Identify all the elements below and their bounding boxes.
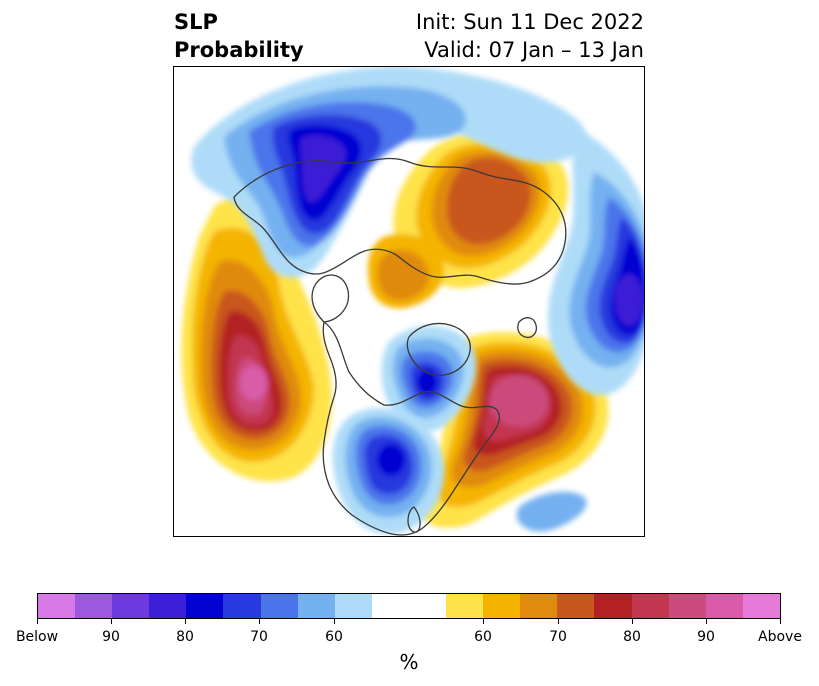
swatch-neutral bbox=[371, 594, 447, 618]
colorbar-label-below-90: 90 bbox=[102, 629, 120, 645]
east-asia-low bbox=[548, 127, 644, 396]
map-title: SLP Probability bbox=[174, 8, 304, 64]
colorbar-tick bbox=[706, 619, 707, 624]
colorbar-label-below: Below bbox=[15, 629, 59, 645]
colorbar-label-above-70: 70 bbox=[549, 629, 567, 645]
init-date: Init: Sun 11 Dec 2022 bbox=[415, 10, 644, 34]
title-variable: SLP bbox=[174, 10, 218, 34]
colorbar-tick bbox=[483, 619, 484, 624]
colorbar-label-below-70: 70 bbox=[250, 629, 268, 645]
swatch-below-80 bbox=[149, 594, 187, 618]
swatch-below-60 bbox=[297, 594, 335, 618]
swatch-above-90 bbox=[705, 594, 743, 618]
swatch-below-85 bbox=[112, 594, 150, 618]
colorbar-label-above: Above bbox=[758, 629, 802, 645]
colorbar-tick bbox=[111, 619, 112, 624]
colorbar-tick bbox=[632, 619, 633, 624]
eastern-us-low bbox=[332, 408, 445, 535]
swatch-above-85 bbox=[668, 594, 706, 618]
colorbar-label-below-80: 80 bbox=[176, 629, 194, 645]
colorbar-label-below-60: 60 bbox=[325, 629, 343, 645]
swatch-below-65 bbox=[260, 594, 298, 618]
colorbar-tick bbox=[259, 619, 260, 624]
swatch-below-70 bbox=[223, 594, 261, 618]
arctic-siberia-high bbox=[367, 131, 569, 309]
colorbar-label-above-60: 60 bbox=[474, 629, 492, 645]
swatch-below-55 bbox=[334, 594, 372, 618]
europe-low bbox=[191, 67, 587, 278]
swatch-above-60 bbox=[483, 594, 521, 618]
valid-range: Valid: 07 Jan – 13 Jan bbox=[424, 38, 644, 62]
swatch-below-75 bbox=[186, 594, 224, 618]
colorbar-tick bbox=[558, 619, 559, 624]
colorbar-unit-label: % bbox=[399, 650, 419, 674]
swatch-above-70 bbox=[557, 594, 595, 618]
swatch-above-80 bbox=[631, 594, 669, 618]
coastlines bbox=[233, 157, 567, 536]
swatch-below-above90 bbox=[38, 594, 76, 618]
north-pacific-high bbox=[181, 197, 332, 482]
swatch-above-max bbox=[742, 594, 780, 618]
probability-colorbar bbox=[37, 593, 781, 619]
swatch-above-65 bbox=[520, 594, 558, 618]
swatch-below-90 bbox=[75, 594, 113, 618]
colorbar-tick bbox=[185, 619, 186, 624]
colorbar-tick bbox=[37, 619, 38, 624]
subtropical-low-patch bbox=[516, 491, 587, 532]
map-dates: Init: Sun 11 Dec 2022 Valid: 07 Jan – 13… bbox=[416, 8, 644, 64]
colorbar-tick bbox=[334, 619, 335, 624]
swatch-above-75 bbox=[594, 594, 632, 618]
swatch-above-55 bbox=[446, 594, 484, 618]
map-canvas bbox=[174, 67, 644, 536]
colorbar-tick bbox=[780, 619, 781, 624]
probability-map bbox=[173, 66, 645, 537]
colorbar-label-above-80: 80 bbox=[623, 629, 641, 645]
colorbar-label-above-90: 90 bbox=[697, 629, 715, 645]
title-product: Probability bbox=[174, 38, 304, 62]
